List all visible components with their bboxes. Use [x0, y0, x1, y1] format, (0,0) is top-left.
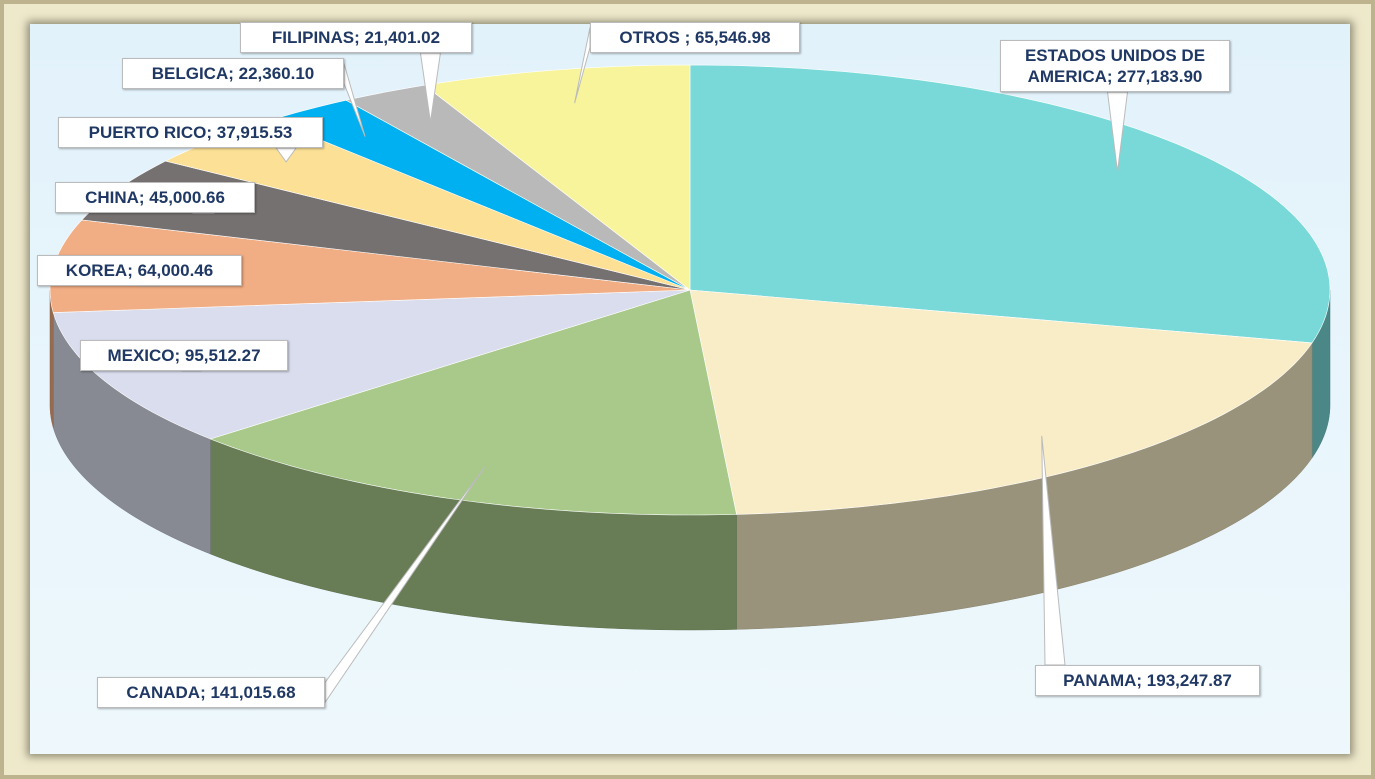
data-label: PANAMA; 193,247.87 — [1035, 665, 1260, 696]
pie-slice — [423, 64, 691, 291]
data-label: MEXICO; 95,512.27 — [80, 340, 288, 371]
data-label: PUERTO RICO; 37,915.53 — [58, 117, 323, 148]
data-label: CHINA; 45,000.66 — [55, 182, 255, 213]
data-label: ESTADOS UNIDOS DE AMERICA; 277,183.90 — [1000, 40, 1230, 92]
label-leader — [1106, 91, 1129, 172]
label-leader — [343, 63, 366, 137]
data-label: BELGICA; 22,360.10 — [122, 58, 344, 89]
data-label: FILIPINAS; 21,401.02 — [240, 22, 472, 53]
data-label: OTROS ; 65,546.98 — [590, 22, 800, 53]
pie-slice — [689, 64, 1331, 344]
label-leader — [324, 466, 486, 705]
data-label: CANADA; 141,015.68 — [97, 677, 325, 708]
label-leader — [419, 52, 442, 122]
pie-slice — [52, 289, 691, 440]
data-label: KOREA; 64,000.46 — [37, 255, 242, 286]
pie-slice — [209, 289, 737, 516]
pie-slice — [689, 289, 1313, 515]
label-leader — [275, 147, 298, 163]
